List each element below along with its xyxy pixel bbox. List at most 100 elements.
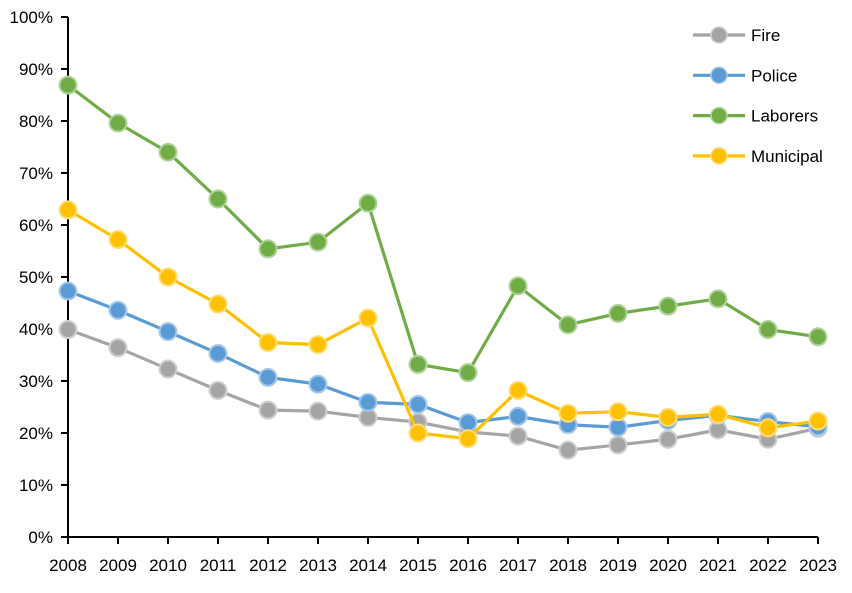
axes: 0% 10% 20% 30% 40% 50% 60% 70% 80% 90% 100% 2008 200… [10, 8, 837, 575]
y-tick-label: 50% [19, 268, 53, 287]
legend-label: Municipal [751, 147, 823, 166]
data-point-police-2017 [508, 406, 528, 426]
data-point-laborers-2013 [308, 232, 328, 252]
x-tick-label: 2016 [449, 556, 487, 575]
x-tick-label: 2021 [699, 556, 737, 575]
data-point-laborers-2016 [458, 363, 478, 383]
data-point-laborers-2023 [808, 327, 828, 347]
data-point-laborers-2008 [58, 75, 78, 95]
x-tick-label: 2010 [149, 556, 187, 575]
series-line [66, 208, 820, 441]
data-point-police-2008 [58, 281, 78, 301]
data-point-police-2014 [358, 392, 378, 412]
data-point-municipal-2008 [58, 200, 78, 220]
y-tick-label: 60% [19, 216, 53, 235]
x-tick-label: 2023 [799, 556, 837, 575]
series-laborers [58, 75, 828, 383]
x-tick-label: 2017 [499, 556, 537, 575]
series-line [66, 289, 820, 429]
data-point-municipal-2022 [758, 418, 778, 438]
data-point-police-2016 [458, 413, 478, 433]
y-tick-label: 30% [19, 372, 53, 391]
data-point-municipal-2011 [208, 294, 228, 314]
data-point-fire-2011 [208, 380, 228, 400]
data-point-laborers-2012 [258, 239, 278, 259]
data-point-fire-2017 [508, 426, 528, 446]
data-point-municipal-2019 [608, 402, 628, 422]
data-point-laborers-2017 [508, 276, 528, 296]
data-point-fire-2018 [558, 440, 578, 460]
data-point-municipal-2014 [358, 308, 378, 328]
legend: Fire Police Laborers Municipal [693, 26, 823, 166]
data-point-municipal-2013 [308, 335, 328, 355]
data-point-municipal-2016 [458, 429, 478, 449]
x-tick-label: 2014 [349, 556, 387, 575]
data-point-police-2015 [408, 394, 428, 414]
data-point-fire-2013 [308, 401, 328, 421]
legend-marker-icon [710, 26, 728, 44]
data-point-municipal-2009 [108, 230, 128, 250]
legend-label: Fire [751, 26, 780, 45]
x-tick-label: 2009 [99, 556, 137, 575]
data-point-laborers-2018 [558, 315, 578, 335]
data-point-laborers-2015 [408, 354, 428, 374]
y-tick-label: 80% [19, 112, 53, 131]
series-fire [58, 320, 828, 460]
x-tick-label: 2013 [299, 556, 337, 575]
y-tick-label: 0% [28, 528, 53, 547]
data-point-laborers-2014 [358, 193, 378, 213]
legend-marker-icon [710, 147, 728, 165]
x-tick-label: 2015 [399, 556, 437, 575]
data-point-laborers-2020 [658, 296, 678, 316]
x-tick-label: 2022 [749, 556, 787, 575]
series-line [66, 83, 820, 375]
data-point-laborers-2010 [158, 142, 178, 162]
legend-label: Police [751, 66, 797, 85]
data-point-laborers-2011 [208, 189, 228, 209]
legend-label: Laborers [751, 107, 818, 126]
legend-item-municipal: Municipal [693, 147, 823, 166]
data-point-municipal-2010 [158, 267, 178, 287]
data-point-police-2011 [208, 343, 228, 363]
data-point-police-2012 [258, 367, 278, 387]
legend-marker-icon [710, 66, 728, 85]
series-municipal [58, 200, 828, 449]
data-point-municipal-2015 [408, 423, 428, 443]
data-point-municipal-2018 [558, 403, 578, 423]
x-tick-label: 2019 [599, 556, 637, 575]
y-tick-label: 100% [10, 8, 53, 27]
data-point-municipal-2023 [808, 411, 828, 431]
y-tick-label: 10% [19, 476, 53, 495]
data-point-laborers-2022 [758, 320, 778, 340]
data-point-laborers-2019 [608, 303, 628, 323]
x-tick-label: 2018 [549, 556, 587, 575]
data-point-fire-2019 [608, 435, 628, 455]
series-line [66, 327, 820, 452]
data-point-fire-2010 [158, 359, 178, 379]
data-point-fire-2009 [108, 338, 128, 358]
legend-marker-icon [710, 106, 728, 125]
data-point-fire-2012 [258, 400, 278, 420]
data-point-municipal-2021 [708, 404, 728, 424]
data-point-laborers-2021 [708, 289, 728, 309]
y-tick-label: 20% [19, 424, 53, 443]
data-point-fire-2008 [58, 320, 78, 340]
data-point-municipal-2012 [258, 333, 278, 353]
x-tick-label: 2012 [249, 556, 287, 575]
legend-item-laborers: Laborers [693, 107, 818, 126]
legend-item-police: Police [693, 66, 797, 85]
data-point-laborers-2009 [108, 113, 128, 133]
y-tick-label: 90% [19, 60, 53, 79]
data-point-police-2010 [158, 322, 178, 342]
x-tick-label: 2020 [649, 556, 687, 575]
data-point-police-2013 [308, 374, 328, 394]
x-tick-label: 2011 [200, 556, 237, 575]
data-point-police-2009 [108, 300, 128, 320]
legend-item-fire: Fire [693, 26, 780, 45]
data-point-fire-2020 [658, 429, 678, 449]
y-tick-label: 70% [19, 164, 53, 183]
data-point-municipal-2017 [508, 380, 528, 400]
data-point-municipal-2020 [658, 407, 678, 427]
